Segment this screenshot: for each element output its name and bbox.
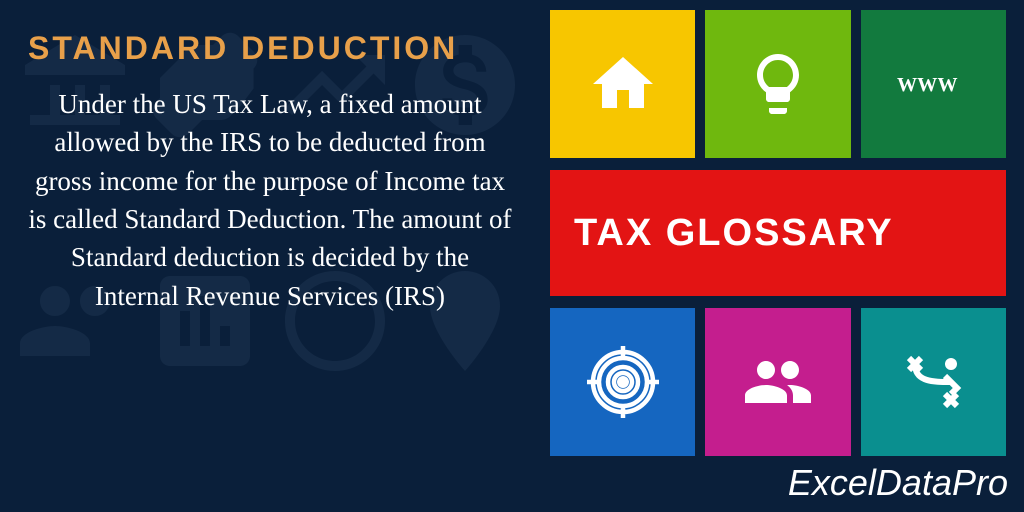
term-title: STANDARD DEDUCTION [28, 30, 512, 67]
tile-panel: WWW TAX GLOSSARY [540, 0, 1024, 512]
definition-panel: STANDARD DEDUCTION Under the US Tax Law,… [0, 0, 540, 512]
tile-strategy [861, 308, 1006, 456]
brand-label: ExcelDataPro [788, 462, 1008, 504]
glossary-banner: TAX GLOSSARY [550, 170, 1006, 296]
house-icon [587, 48, 659, 120]
tile-house [550, 10, 695, 158]
www-icon: WWW [897, 48, 969, 120]
banner-label: TAX GLOSSARY [574, 212, 894, 255]
lightbulb-icon [742, 48, 814, 120]
tile-lightbulb [705, 10, 850, 158]
strategy-icon [897, 346, 969, 418]
people-icon [742, 346, 814, 418]
target-icon [587, 346, 659, 418]
term-definition: Under the US Tax Law, a fixed amount all… [28, 85, 512, 315]
tile-row-bottom [540, 302, 1024, 462]
infographic-container: STANDARD DEDUCTION Under the US Tax Law,… [0, 0, 1024, 512]
svg-text:WWW: WWW [897, 74, 957, 96]
tile-people [705, 308, 850, 456]
tile-target [550, 308, 695, 456]
tile-row-top: WWW [540, 0, 1024, 164]
tile-www: WWW [861, 10, 1006, 158]
